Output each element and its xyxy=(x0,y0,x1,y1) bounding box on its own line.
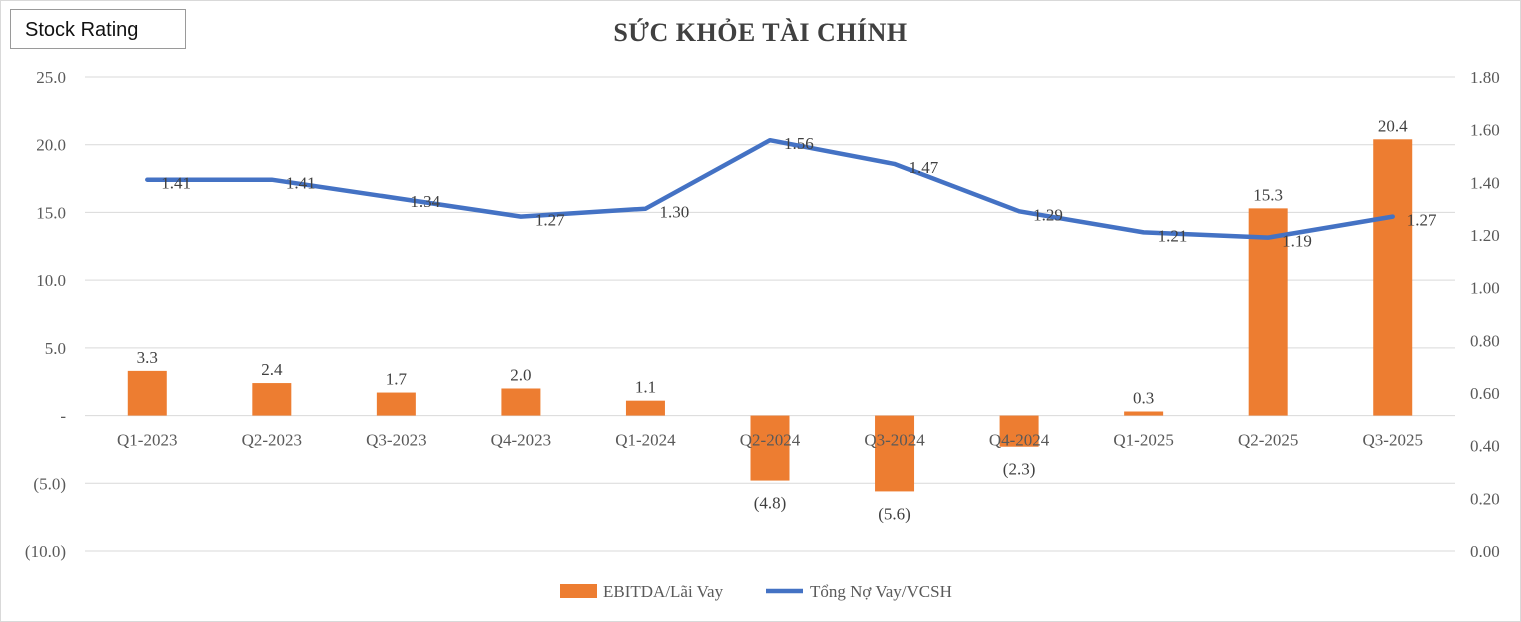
stock-rating-badge: Stock Rating xyxy=(10,9,186,49)
line-data-label: 1.30 xyxy=(659,203,689,222)
bar-data-label: 3.3 xyxy=(137,348,158,367)
bar xyxy=(750,415,790,481)
x-tick-label: Q2-2024 xyxy=(740,431,801,450)
bar xyxy=(1124,411,1164,416)
legend-label-line: Tổng Nợ Vay/VCSH xyxy=(810,582,952,601)
bar xyxy=(625,400,665,416)
legend-label-bar: EBITDA/Lãi Vay xyxy=(603,582,724,601)
line-series xyxy=(145,137,1395,240)
y-right-tick-label: 0.20 xyxy=(1470,489,1500,508)
bar-data-label: 2.4 xyxy=(261,360,283,379)
x-tick-label: Q3-2024 xyxy=(864,431,925,450)
x-tick-label: Q1-2024 xyxy=(615,431,676,450)
bar xyxy=(999,415,1039,447)
x-tick-label: Q4-2024 xyxy=(989,431,1050,450)
bar-data-label: 1.7 xyxy=(386,370,408,389)
y-right-tick-label: 1.20 xyxy=(1470,226,1500,245)
x-tick-label: Q1-2023 xyxy=(117,431,177,450)
line-data-label: 1.34 xyxy=(410,192,440,211)
bar xyxy=(501,388,541,416)
bar xyxy=(252,383,292,416)
y-right-tick-label: 1.40 xyxy=(1470,173,1500,192)
x-tick-label: Q2-2025 xyxy=(1238,431,1298,450)
y-left-tick-label: 15.0 xyxy=(36,203,66,222)
y-right-tick-label: 1.00 xyxy=(1470,279,1500,298)
y-right-tick-label: 0.80 xyxy=(1470,331,1500,350)
bar-data-label: 15.3 xyxy=(1253,185,1283,204)
line-data-label: 1.47 xyxy=(909,158,939,177)
y-right-tick-label: 0.00 xyxy=(1470,542,1500,561)
line-data-label: 1.29 xyxy=(1033,205,1063,224)
line-data-label: 1.21 xyxy=(1158,226,1188,245)
x-tick-label: Q4-2023 xyxy=(491,431,551,450)
x-tick-label: Q2-2023 xyxy=(242,431,302,450)
bar xyxy=(376,392,416,416)
line-data-label: 1.19 xyxy=(1282,232,1312,251)
y-right-tick-label: 1.80 xyxy=(1470,68,1500,87)
bar-data-label: 2.0 xyxy=(510,365,531,384)
x-tick-label: Q3-2023 xyxy=(366,431,426,450)
y-left-tick-label: 10.0 xyxy=(36,271,66,290)
bar-data-label: (2.3) xyxy=(1003,460,1036,479)
x-tick-label: Q1-2025 xyxy=(1113,431,1173,450)
chart-title: SỨC KHỎE TÀI CHÍNH xyxy=(613,18,908,47)
line-data-label: 1.41 xyxy=(286,174,316,193)
bar xyxy=(127,370,167,416)
bar-data-label: 20.4 xyxy=(1378,116,1408,135)
bar-data-label: 0.3 xyxy=(1133,389,1154,408)
bar xyxy=(875,415,915,492)
y-left-tick-label: (5.0) xyxy=(33,474,66,493)
y-left-tick-label: - xyxy=(60,407,66,426)
y-left-tick-label: 20.0 xyxy=(36,136,66,155)
y-left-tick-label: (10.0) xyxy=(25,542,66,561)
line-data-label: 1.27 xyxy=(535,211,565,230)
x-tick-label: Q3-2025 xyxy=(1363,431,1423,450)
y-right-tick-label: 1.60 xyxy=(1470,121,1500,140)
y-right-tick-label: 0.40 xyxy=(1470,437,1500,456)
y-left-tick-label: 5.0 xyxy=(45,339,66,358)
legend-swatch-bar xyxy=(560,584,597,598)
bar xyxy=(1248,208,1288,416)
line-data-label: 1.41 xyxy=(161,174,191,193)
bar xyxy=(1373,139,1413,416)
bar-data-label: (4.8) xyxy=(754,494,787,513)
line-data-label: 1.27 xyxy=(1407,211,1437,230)
line-data-label: 1.56 xyxy=(784,134,814,153)
y-right-tick-label: 0.60 xyxy=(1470,384,1500,403)
bar-data-label: (5.6) xyxy=(878,504,911,523)
y-left-tick-label: 25.0 xyxy=(36,68,66,87)
bar-data-label: 1.1 xyxy=(635,378,656,397)
